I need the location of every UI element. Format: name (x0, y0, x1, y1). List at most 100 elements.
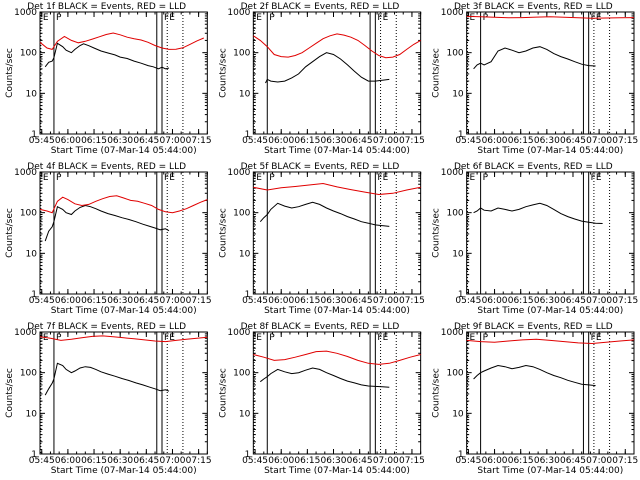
x-tick-label: 07:15 (186, 456, 212, 466)
plot-frame (466, 171, 635, 295)
x-tick-label: 05:45 (242, 456, 268, 466)
x-tick-label: 06:45 (347, 136, 373, 146)
time-marker-label: E (596, 173, 602, 183)
panel-8: Det 8f BLACK = Events, RED = LLD 1 10 100 10… (218, 322, 425, 476)
panel-4: Det 4f BLACK = Events, RED = LLD 1 10 100 10… (5, 162, 212, 316)
plot-frame (39, 11, 208, 135)
plot-frame (466, 11, 635, 135)
y-tick-label: 1 (458, 130, 464, 140)
time-marker-label: F (164, 333, 169, 343)
panel-2: Det 2f BLACK = Events, RED = LLD 1 10 100 10… (218, 2, 425, 156)
y-tick-label: 1 (458, 290, 464, 300)
plot-frame (466, 331, 635, 455)
y-tick-label: 100 (446, 369, 463, 379)
time-marker-label: P (483, 173, 489, 183)
x-tick-label: 06:15 (294, 136, 320, 146)
time-marker-label: E (383, 173, 389, 183)
x-tick-label: 06:00 (268, 136, 294, 146)
x-tick-label: 06:45 (133, 136, 159, 146)
x-tick-label: 07:00 (160, 456, 186, 466)
plot-frame (39, 331, 208, 455)
y-tick-label: 10 (26, 409, 38, 419)
panel-title: Det 2f BLACK = Events, RED = LLD (241, 2, 400, 12)
time-marker-label: P (56, 173, 62, 183)
x-tick-label: 06:15 (294, 296, 320, 306)
x-tick-label: 06:30 (321, 456, 347, 466)
x-tick-label: 06:30 (321, 136, 347, 146)
x-tick-label: 05:45 (29, 296, 55, 306)
x-tick-label: 05:45 (242, 136, 268, 146)
x-tick-label: 06:45 (133, 456, 159, 466)
x-tick-label: 06:15 (81, 136, 107, 146)
x-tick-label: 06:15 (508, 136, 534, 146)
x-axis-label: Start Time (07-Mar-14 05:44:00) (477, 466, 623, 476)
y-tick-label: 1 (245, 290, 251, 300)
x-tick-label: 07:15 (399, 136, 425, 146)
x-axis-label: Start Time (07-Mar-14 05:44:00) (51, 306, 197, 316)
x-tick-label: 06:45 (560, 456, 586, 466)
y-axis-label: Counts/sec (218, 368, 228, 418)
x-tick-label: 06:30 (534, 456, 560, 466)
x-tick-label: 06:15 (508, 296, 534, 306)
time-marker-label: E (43, 173, 49, 183)
x-tick-label: 06:45 (560, 296, 586, 306)
y-tick-label: 1000 (441, 328, 464, 338)
x-tick-label: 05:45 (455, 296, 481, 306)
x-tick-label: 06:45 (347, 296, 373, 306)
y-tick-label: 100 (20, 369, 37, 379)
x-tick-label: 06:00 (268, 456, 294, 466)
time-marker-label: E (470, 13, 476, 23)
y-tick-label: 100 (446, 49, 463, 59)
panel-5: Det 5f BLACK = Events, RED = LLD 1 10 100 10… (218, 162, 425, 316)
plot-frame (252, 331, 422, 455)
y-tick-label: 100 (233, 209, 250, 219)
x-tick-label: 05:45 (242, 296, 268, 306)
time-marker-label: E (470, 333, 476, 343)
time-marker-label: E (383, 13, 389, 23)
x-tick-label: 06:30 (321, 296, 347, 306)
y-tick-label: 10 (239, 249, 251, 259)
x-tick-label: 06:00 (482, 136, 508, 146)
y-tick-label: 1000 (14, 8, 37, 18)
x-tick-label: 07:00 (586, 456, 612, 466)
y-tick-label: 100 (20, 209, 37, 219)
series-line-events (259, 201, 390, 227)
x-tick-label: 07:15 (612, 296, 638, 306)
series-line-events (44, 204, 170, 242)
y-tick-label: 1 (245, 450, 251, 460)
y-tick-label: 1000 (227, 328, 250, 338)
x-axis-label: Start Time (07-Mar-14 05:44:00) (51, 146, 197, 156)
time-marker-label: P (483, 13, 489, 23)
series-line-events (259, 367, 390, 388)
time-marker-label: E (169, 173, 175, 183)
x-tick-label: 05:45 (455, 456, 481, 466)
time-marker-label: E (596, 333, 602, 343)
x-tick-label: 06:15 (81, 296, 107, 306)
plot-frame (252, 11, 422, 135)
x-tick-label: 06:45 (560, 136, 586, 146)
y-tick-label: 10 (26, 249, 38, 259)
series-line-lld (39, 195, 208, 214)
x-tick-label: 06:00 (482, 296, 508, 306)
time-marker-label: F (164, 173, 169, 183)
x-tick-label: 06:00 (482, 456, 508, 466)
x-tick-label: 06:15 (81, 456, 107, 466)
y-axis-label: Counts/sec (5, 208, 15, 258)
series-line-events (473, 46, 596, 70)
plot-frame (252, 171, 422, 295)
x-axis-label: Start Time (07-Mar-14 05:44:00) (477, 306, 623, 316)
y-tick-label: 10 (452, 409, 464, 419)
time-marker-label: P (483, 333, 489, 343)
x-tick-label: 06:00 (55, 296, 81, 306)
y-tick-label: 1000 (227, 8, 250, 18)
x-tick-label: 06:30 (107, 136, 133, 146)
x-tick-label: 07:00 (586, 136, 612, 146)
x-tick-label: 07:15 (612, 136, 638, 146)
y-axis-label: Counts/sec (5, 48, 15, 98)
time-marker-label: E (470, 173, 476, 183)
panel-title: Det 3f BLACK = Events, RED = LLD (454, 2, 613, 12)
panel-7: Det 7f BLACK = Events, RED = LLD 1 10 100 10… (5, 322, 212, 476)
time-marker-label: F (377, 13, 382, 23)
y-tick-label: 1000 (14, 168, 37, 178)
